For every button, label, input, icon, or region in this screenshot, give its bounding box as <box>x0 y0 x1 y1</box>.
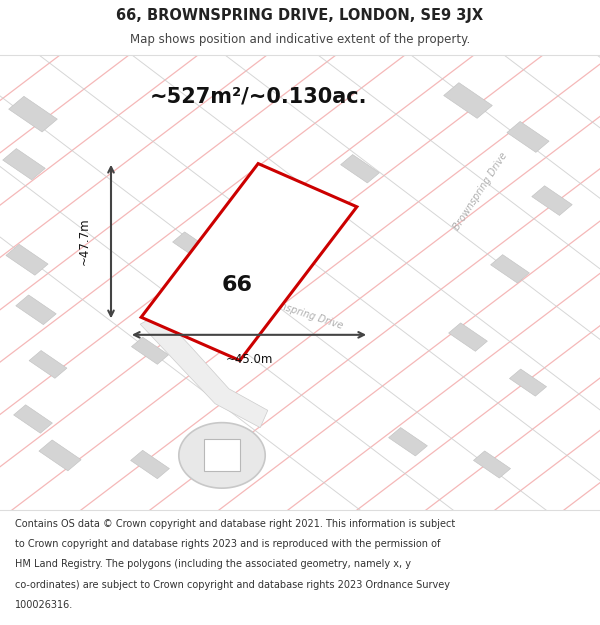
Polygon shape <box>14 405 52 433</box>
Polygon shape <box>509 369 547 396</box>
Text: to Crown copyright and database rights 2023 and is reproduced with the permissio: to Crown copyright and database rights 2… <box>15 539 440 549</box>
Polygon shape <box>532 186 572 216</box>
Polygon shape <box>6 244 48 275</box>
Text: co-ordinates) are subject to Crown copyright and database rights 2023 Ordnance S: co-ordinates) are subject to Crown copyr… <box>15 579 450 589</box>
Text: Brownspring Drive: Brownspring Drive <box>256 293 344 331</box>
Polygon shape <box>449 323 487 351</box>
Polygon shape <box>8 96 58 132</box>
Text: 100026316.: 100026316. <box>15 600 73 610</box>
Text: ~527m²/~0.130ac.: ~527m²/~0.130ac. <box>149 87 367 107</box>
Polygon shape <box>204 439 240 471</box>
Text: Map shows position and indicative extent of the property.: Map shows position and indicative extent… <box>130 33 470 46</box>
Polygon shape <box>131 337 169 364</box>
Polygon shape <box>491 254 529 283</box>
Text: Brownspring Drive: Brownspring Drive <box>451 151 509 232</box>
Polygon shape <box>173 232 211 260</box>
Polygon shape <box>29 351 67 378</box>
Polygon shape <box>341 154 379 183</box>
Text: Contains OS data © Crown copyright and database right 2021. This information is : Contains OS data © Crown copyright and d… <box>15 519 455 529</box>
Text: ~45.0m: ~45.0m <box>226 353 272 366</box>
Polygon shape <box>233 287 271 314</box>
Polygon shape <box>141 164 357 361</box>
Polygon shape <box>39 440 81 471</box>
Polygon shape <box>131 450 169 479</box>
Polygon shape <box>389 428 427 456</box>
Polygon shape <box>16 295 56 324</box>
Polygon shape <box>179 422 265 488</box>
Text: HM Land Registry. The polygons (including the associated geometry, namely x, y: HM Land Registry. The polygons (includin… <box>15 559 411 569</box>
Polygon shape <box>507 121 549 152</box>
Polygon shape <box>443 82 493 118</box>
Text: 66, BROWNSPRING DRIVE, LONDON, SE9 3JX: 66, BROWNSPRING DRIVE, LONDON, SE9 3JX <box>116 8 484 23</box>
Polygon shape <box>473 451 511 478</box>
Polygon shape <box>2 149 46 180</box>
Text: ~47.7m: ~47.7m <box>77 217 91 266</box>
Polygon shape <box>140 314 268 428</box>
Text: 66: 66 <box>221 275 253 295</box>
